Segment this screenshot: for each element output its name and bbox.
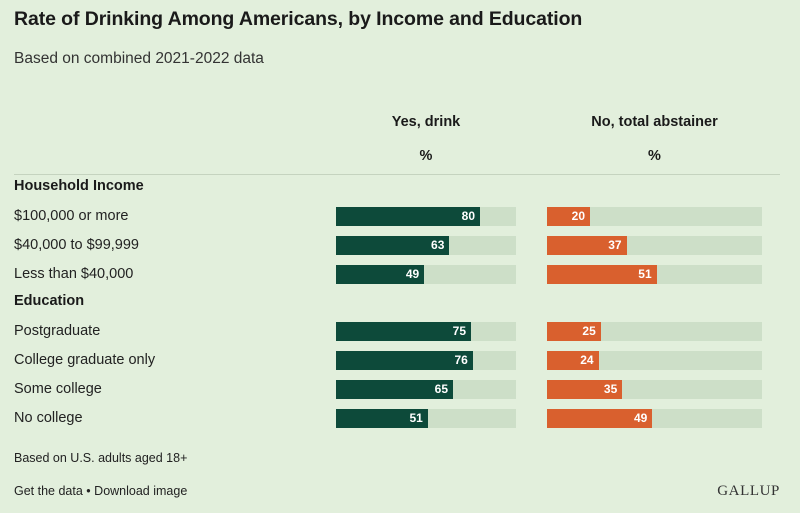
bar-value-label: 63 <box>431 238 445 252</box>
bar-value-label: 76 <box>454 353 468 367</box>
download-image-link[interactable]: Download image <box>94 484 188 498</box>
footnote: Based on U.S. adults aged 18+ <box>14 451 188 465</box>
bar-track-yes: 49 <box>336 265 516 284</box>
section-heading: Household Income <box>14 178 144 194</box>
bar-no: 49 <box>547 409 653 428</box>
column-unit-no: % <box>648 148 661 164</box>
bar-track-yes: 80 <box>336 207 516 226</box>
column-header-yes: Yes, drink <box>391 114 461 130</box>
bar-no: 51 <box>547 265 657 284</box>
bar-track-no: 49 <box>547 409 762 428</box>
divider <box>14 174 780 175</box>
bar-track-no: 51 <box>547 265 762 284</box>
gallup-logo: GALLUP <box>717 483 780 499</box>
row-label: $100,000 or more <box>14 208 129 224</box>
bar-value-label: 20 <box>571 209 585 223</box>
bar-no: 25 <box>547 322 601 341</box>
bar-no: 35 <box>547 380 623 399</box>
bar-track-no: 20 <box>547 207 762 226</box>
bar-track-yes: 76 <box>336 351 516 370</box>
row-label: College graduate only <box>14 352 156 368</box>
chart-subtitle: Based on combined 2021-2022 data <box>14 50 264 67</box>
bar-value-label: 35 <box>603 382 618 396</box>
bar-yes: 80 <box>336 207 480 226</box>
bar-track-no: 24 <box>547 351 762 370</box>
bar-yes: 51 <box>336 409 428 428</box>
column-header-no: No, total abstainer <box>591 114 718 130</box>
bar-value-label: 80 <box>461 209 475 223</box>
row-label: Some college <box>14 381 102 397</box>
bar-value-label: 65 <box>434 382 448 396</box>
row-label: No college <box>14 410 83 426</box>
column-unit-yes: % <box>419 148 433 164</box>
bar-value-label: 51 <box>409 411 423 425</box>
bar-value-label: 24 <box>580 353 594 367</box>
bar-track-no: 37 <box>547 236 762 255</box>
bar-track-yes: 51 <box>336 409 516 428</box>
row-label: Postgraduate <box>14 323 101 339</box>
bar-value-label: 75 <box>452 324 466 338</box>
bar-value-label: 25 <box>582 324 596 338</box>
bar-track-yes: 65 <box>336 380 516 399</box>
row-label: $40,000 to $99,999 <box>14 237 139 253</box>
bar-yes: 75 <box>336 322 471 341</box>
bar-yes: 76 <box>336 351 473 370</box>
bar-no: 24 <box>547 351 599 370</box>
bar-track-no: 35 <box>547 380 762 399</box>
bar-value-label: 49 <box>633 411 648 425</box>
bar-track-no: 25 <box>547 322 762 341</box>
bar-no: 20 <box>547 207 590 226</box>
get-data-link[interactable]: Get the data <box>14 484 83 498</box>
bar-track-yes: 63 <box>336 236 516 255</box>
chart-title: Rate of Drinking Among Americans, by Inc… <box>14 8 583 30</box>
section-heading: Education <box>14 293 85 309</box>
bar-yes: 65 <box>336 380 453 399</box>
row-label: Less than $40,000 <box>14 266 134 282</box>
link-separator: • <box>86 484 91 498</box>
bar-value-label: 51 <box>638 267 652 281</box>
bar-value-label: 37 <box>608 238 622 252</box>
bar-value-label: 49 <box>405 267 420 281</box>
footer-links: Get the data • Download image <box>14 484 187 498</box>
bar-yes: 49 <box>336 265 425 284</box>
bar-track-yes: 75 <box>336 322 516 341</box>
bar-no: 37 <box>547 236 627 255</box>
bar-yes: 63 <box>336 236 450 255</box>
